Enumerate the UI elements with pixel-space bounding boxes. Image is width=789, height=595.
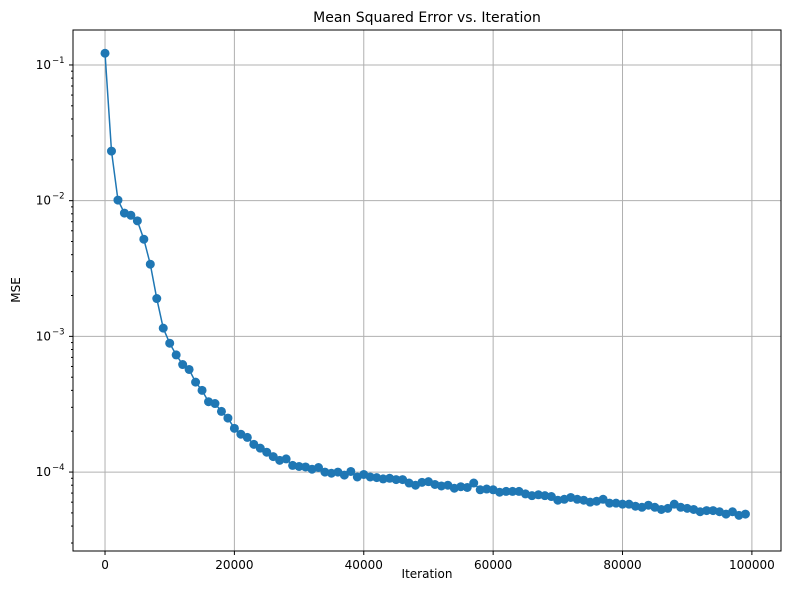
data-point bbox=[158, 323, 168, 333]
mse-line bbox=[104, 53, 746, 517]
data-point bbox=[501, 486, 511, 496]
y-tick-label: 10 bbox=[36, 465, 51, 479]
data-point bbox=[508, 486, 518, 496]
data-point bbox=[216, 406, 226, 416]
data-point bbox=[100, 48, 110, 58]
data-point bbox=[165, 338, 175, 348]
data-point bbox=[255, 443, 265, 453]
data-point bbox=[462, 482, 472, 492]
data-point bbox=[663, 503, 673, 513]
data-point bbox=[132, 216, 142, 226]
y-tick-label-exponent: −1 bbox=[52, 56, 65, 66]
data-point bbox=[210, 399, 220, 409]
data-point bbox=[598, 494, 608, 504]
data-point bbox=[223, 413, 233, 423]
data-point bbox=[126, 210, 136, 220]
y-tick-label: 10 bbox=[36, 58, 51, 72]
data-point bbox=[171, 350, 181, 360]
y-tick-label-exponent: −2 bbox=[52, 192, 65, 202]
x-tick-label: 100000 bbox=[729, 558, 775, 572]
data-point bbox=[229, 423, 239, 433]
x-tick-label: 20000 bbox=[215, 558, 253, 572]
data-point bbox=[191, 377, 201, 387]
data-point bbox=[262, 447, 272, 457]
data-point bbox=[365, 472, 375, 482]
data-point bbox=[740, 509, 750, 519]
chart-title: Mean Squared Error vs. Iteration bbox=[313, 10, 541, 26]
data-point bbox=[294, 461, 304, 471]
data-point bbox=[242, 432, 252, 442]
data-point bbox=[106, 146, 116, 156]
data-point bbox=[197, 385, 207, 395]
data-point bbox=[378, 474, 388, 484]
x-tick-label: 80000 bbox=[603, 558, 641, 572]
y-axis-label: MSE bbox=[9, 277, 23, 303]
data-point bbox=[281, 454, 291, 464]
x-tick-label: 60000 bbox=[474, 558, 512, 572]
y-tick-label: 10 bbox=[36, 194, 51, 208]
y-tick-label-exponent: −3 bbox=[52, 327, 65, 337]
data-point bbox=[702, 506, 712, 516]
y-tick-label: 10 bbox=[36, 329, 51, 343]
data-point bbox=[346, 466, 356, 476]
data-point bbox=[178, 360, 188, 370]
x-tick-label: 40000 bbox=[345, 558, 383, 572]
data-point bbox=[145, 259, 155, 269]
y-tick-label-exponent: −4 bbox=[52, 463, 65, 473]
x-tick-label: 0 bbox=[101, 558, 109, 572]
data-point bbox=[139, 234, 149, 244]
plot-frame bbox=[72, 29, 782, 552]
x-axis-label: Iteration bbox=[402, 567, 453, 581]
data-point bbox=[184, 364, 194, 374]
data-point bbox=[391, 475, 401, 485]
data-point bbox=[313, 463, 323, 473]
data-point bbox=[469, 478, 479, 488]
data-point bbox=[152, 294, 162, 304]
data-point bbox=[618, 499, 628, 509]
data-point bbox=[113, 195, 123, 205]
data-point bbox=[605, 498, 615, 508]
